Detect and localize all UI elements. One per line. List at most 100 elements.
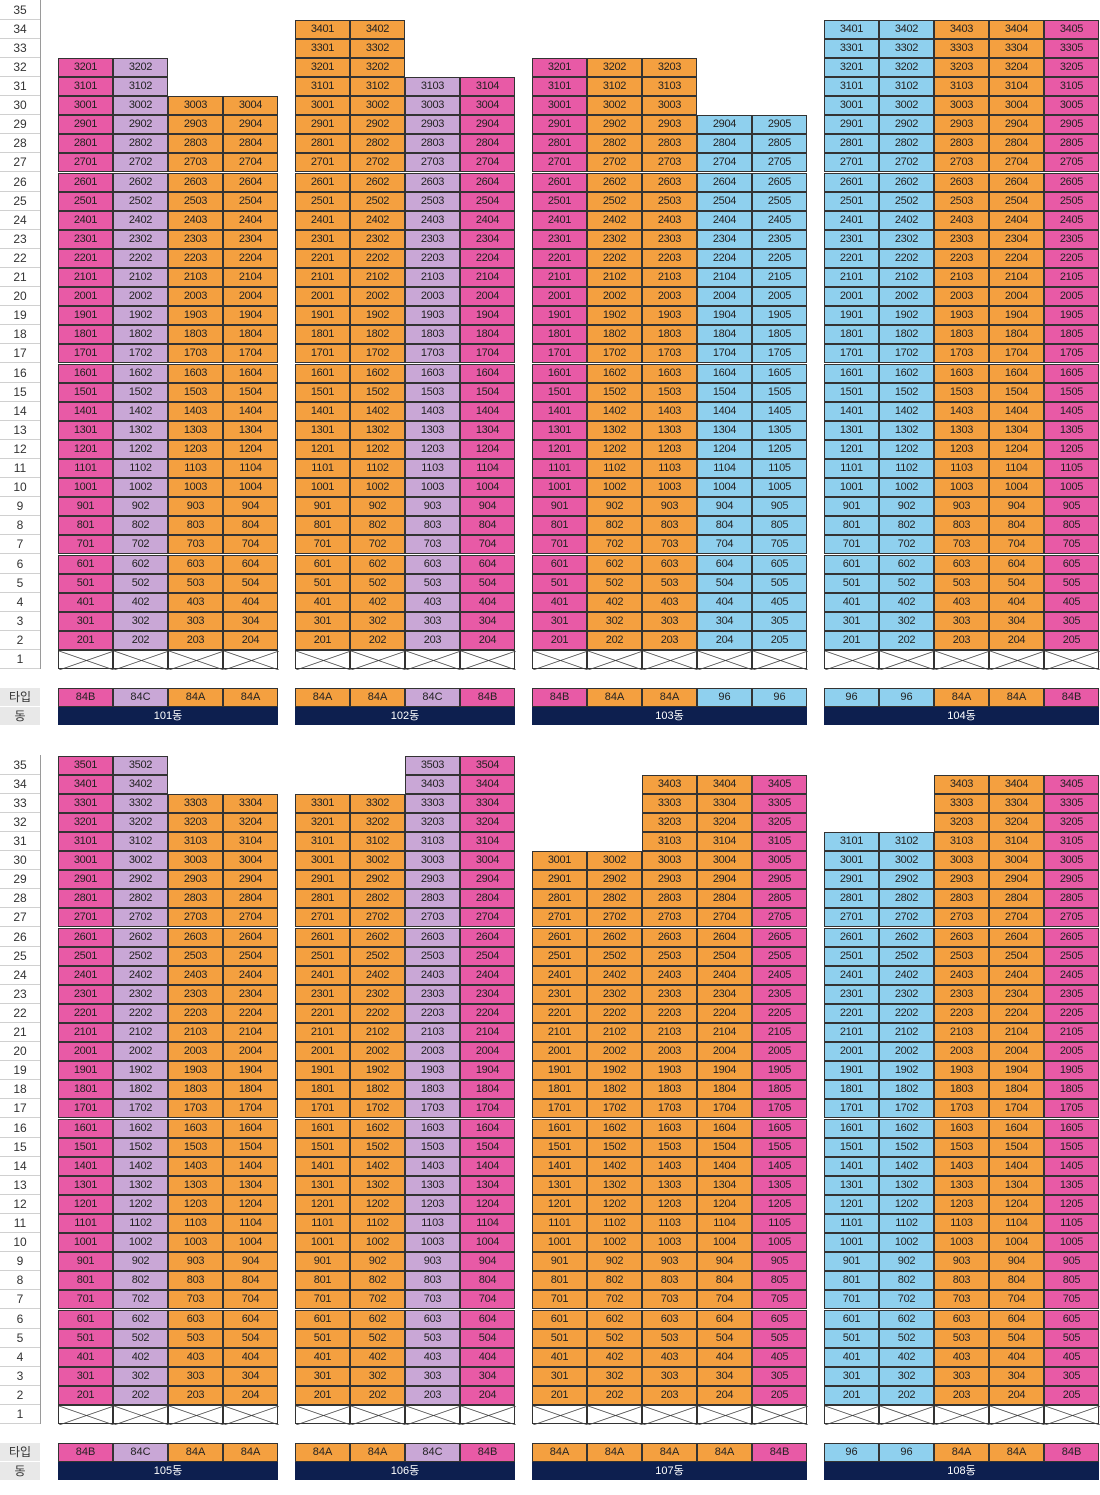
unit-cell: 2604 xyxy=(989,927,1044,947)
floor-label-19: 19 xyxy=(0,306,40,326)
unit-cell: 2703 xyxy=(934,153,989,173)
unit-cell: 203 xyxy=(405,1385,460,1405)
unit-cell: 303 xyxy=(642,1366,697,1386)
unit-cell: 1202 xyxy=(350,439,405,459)
floor-label-16: 16 xyxy=(0,364,40,383)
unit-cell: 1701 xyxy=(824,344,879,364)
unit-cell: 2101 xyxy=(824,268,879,287)
unit-cell: 1201 xyxy=(824,1194,879,1214)
unit-cell: 3305 xyxy=(1044,38,1099,58)
unit-cell: 1004 xyxy=(989,478,1044,498)
unit-cell: 2204 xyxy=(989,248,1044,268)
unit-cell: 1405 xyxy=(752,401,807,421)
unit-cell: 1004 xyxy=(697,478,752,498)
unit-cell: 704 xyxy=(460,535,515,555)
unit-cell: 503 xyxy=(642,1328,697,1348)
unit-cell: 2904 xyxy=(697,115,752,135)
unit-cell: 503 xyxy=(934,1328,989,1348)
unit-cell: 601 xyxy=(824,554,879,574)
unit-cell: 3004 xyxy=(223,96,278,116)
unit-cell: 3004 xyxy=(989,96,1044,116)
unit-cell: 604 xyxy=(989,554,1044,574)
unit-cell: 1304 xyxy=(989,1175,1044,1195)
unit-cell: 3103 xyxy=(405,77,460,96)
unit-cell: 1905 xyxy=(752,306,807,326)
unit-cell: 1705 xyxy=(752,344,807,364)
unit-cell: 303 xyxy=(934,1366,989,1386)
unit-cell: 903 xyxy=(934,1252,989,1272)
unit-cell: 3103 xyxy=(168,832,223,851)
unit-cell: 2701 xyxy=(58,153,113,173)
unit-cell: 2304 xyxy=(989,984,1044,1004)
unit-cell: 2301 xyxy=(58,229,113,249)
unit-cell: 3302 xyxy=(350,793,405,813)
unit-cell: 2804 xyxy=(989,889,1044,909)
unit-cell: 2204 xyxy=(460,1003,515,1023)
unit-cell: 1904 xyxy=(697,1061,752,1081)
unit-cell: 2004 xyxy=(989,1042,1044,1062)
type-cell: 96 xyxy=(697,688,752,707)
unit-cell: 3203 xyxy=(642,812,697,832)
floor-label-20: 20 xyxy=(0,287,40,307)
unit-cell: 1801 xyxy=(824,325,879,345)
unit-cell: 2401 xyxy=(295,965,350,985)
unit-cell: 301 xyxy=(532,611,587,631)
floor-label-21: 21 xyxy=(0,1023,40,1042)
unit-cell: 1304 xyxy=(460,1175,515,1195)
unit-cell: 2703 xyxy=(934,908,989,928)
unit-cell: 1803 xyxy=(405,325,460,345)
unit-cell: 3001 xyxy=(295,851,350,871)
unit-cell: 504 xyxy=(989,573,1044,593)
unit-cell: 1402 xyxy=(113,401,168,421)
unit-cell: 1403 xyxy=(642,1156,697,1176)
unit-cell: 2103 xyxy=(934,268,989,287)
unit-cell: 1402 xyxy=(113,1156,168,1176)
unit-cell: 801 xyxy=(824,516,879,536)
unit-cell: 1503 xyxy=(934,1137,989,1157)
unit-cell: 1001 xyxy=(824,1233,879,1253)
unit-cell: 401 xyxy=(295,1347,350,1367)
unit-cell: 3001 xyxy=(532,96,587,116)
unit-cell: 3202 xyxy=(879,57,934,77)
type-cell: 84B xyxy=(460,688,515,707)
unit-cell: 702 xyxy=(587,535,642,555)
unit-cell: 2402 xyxy=(350,965,405,985)
unit-cell: 904 xyxy=(223,1252,278,1272)
unit-cell: 2801 xyxy=(295,134,350,154)
pilotis-cell xyxy=(168,1405,224,1425)
unit-cell: 1704 xyxy=(223,344,278,364)
type-cell: 84C xyxy=(405,1443,460,1462)
unit-cell: 3101 xyxy=(824,77,879,96)
unit-cell: 1105 xyxy=(1044,459,1099,478)
type-row-label: 타입 xyxy=(0,1443,40,1462)
unit-cell: 2403 xyxy=(934,965,989,985)
floor-label-10: 10 xyxy=(0,478,40,498)
floor-label-27: 27 xyxy=(0,153,40,173)
floor-label-2: 2 xyxy=(0,1386,40,1405)
unit-cell: 2303 xyxy=(405,984,460,1004)
unit-cell: 1601 xyxy=(824,1118,879,1138)
unit-cell: 304 xyxy=(989,1366,1044,1386)
unit-cell: 1404 xyxy=(223,401,278,421)
unit-cell: 3303 xyxy=(934,793,989,813)
unit-cell: 1601 xyxy=(532,363,587,383)
unit-cell: 1504 xyxy=(223,1137,278,1157)
unit-cell: 3204 xyxy=(989,57,1044,77)
unit-cell: 2504 xyxy=(223,191,278,211)
unit-cell: 1203 xyxy=(934,1194,989,1214)
unit-cell: 3102 xyxy=(350,832,405,851)
unit-cell: 2105 xyxy=(752,268,807,287)
unit-cell: 203 xyxy=(934,1385,989,1405)
unit-cell: 901 xyxy=(295,497,350,517)
unit-cell: 1603 xyxy=(168,1118,223,1138)
unit-cell: 1101 xyxy=(58,1214,113,1233)
unit-cell: 1904 xyxy=(460,1061,515,1081)
unit-cell: 1802 xyxy=(879,1080,934,1100)
unit-cell: 1201 xyxy=(295,439,350,459)
unit-cell: 2803 xyxy=(934,889,989,909)
unit-cell: 1902 xyxy=(113,1061,168,1081)
unit-cell: 2303 xyxy=(168,984,223,1004)
unit-cell: 1903 xyxy=(405,306,460,326)
unit-cell: 1702 xyxy=(350,344,405,364)
unit-cell: 3403 xyxy=(405,774,460,794)
